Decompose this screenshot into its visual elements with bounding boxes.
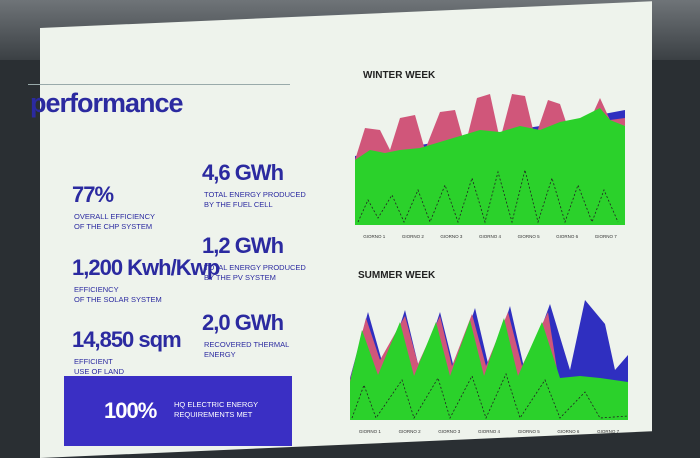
dashed-line bbox=[351, 372, 629, 420]
chart-title: SUMMER WEEK bbox=[358, 270, 436, 281]
stat-value: 2,0 GWh bbox=[202, 310, 284, 335]
label-line: BY THE FUEL CELL bbox=[204, 200, 273, 209]
label-line: TOTAL ENERGY PRODUCED bbox=[204, 263, 306, 272]
day-label: GIORNO 5 bbox=[518, 429, 541, 434]
label-line: ENERGY bbox=[204, 350, 236, 359]
label-line: EFFICIENT bbox=[74, 357, 113, 366]
day-label: GIORNO 1 bbox=[363, 234, 386, 239]
day-label: GIORNO 2 bbox=[399, 429, 422, 434]
stat-value: 1,200 Kwh/Kwp bbox=[72, 255, 220, 280]
day-label: GIORNO 3 bbox=[438, 429, 461, 434]
day-label: GIORNO 6 bbox=[556, 234, 579, 239]
day-label: GIORNO 1 bbox=[359, 429, 382, 434]
label-line: BY THE PV SYSTEM bbox=[204, 273, 276, 282]
stat-value: 1,2 GWh bbox=[202, 233, 284, 258]
label-line: RECOVERED THERMAL bbox=[204, 340, 290, 349]
day-label: GIORNO 6 bbox=[557, 429, 580, 434]
stat-value: 14,850 sqm bbox=[72, 327, 182, 352]
highlight-label: HQ ELECTRIC ENERGY REQUIREMENTS MET bbox=[174, 400, 258, 420]
label-line: OF THE SOLAR SYSTEM bbox=[74, 295, 162, 304]
stat-label: TOTAL ENERGY PRODUCED BY THE PV SYSTEM bbox=[204, 263, 306, 283]
stat-label: OVERALL EFFICIENCY OF THE CHP SYSTEM bbox=[74, 212, 155, 232]
green-area bbox=[350, 318, 628, 420]
stat-label: RECOVERED THERMAL ENERGY bbox=[204, 340, 289, 360]
stat-label: EFFICIENCY OF THE SOLAR SYSTEM bbox=[74, 285, 162, 305]
stat-label: TOTAL ENERGY PRODUCED BY THE FUEL CELL bbox=[204, 190, 306, 210]
heading: performance bbox=[30, 88, 184, 118]
winter-chart bbox=[355, 94, 625, 225]
stat-value: 77% bbox=[72, 182, 114, 207]
label-line: EFFICIENCY bbox=[74, 285, 119, 294]
highlight-box: 100% HQ ELECTRIC ENERGY REQUIREMENTS MET bbox=[64, 376, 292, 446]
day-label: GIORNO 4 bbox=[478, 429, 501, 434]
label-line: OF THE CHP SYSTEM bbox=[74, 222, 153, 231]
day-label: GIORNO 3 bbox=[440, 234, 463, 239]
day-label: GIORNO 4 bbox=[479, 234, 502, 239]
label-line: TOTAL ENERGY PRODUCED bbox=[204, 190, 306, 199]
stat-label: EFFICIENT USE OF LAND bbox=[74, 357, 124, 377]
stat-value: 4,6 GWh bbox=[202, 160, 284, 185]
highlight-value: 100% bbox=[104, 398, 157, 423]
label-line: HQ ELECTRIC ENERGY bbox=[174, 400, 259, 409]
day-label: GIORNO 7 bbox=[595, 234, 618, 239]
day-label: GIORNO 7 bbox=[597, 429, 620, 434]
dashed-line bbox=[357, 169, 619, 224]
divider bbox=[28, 84, 290, 85]
label-line: USE OF LAND bbox=[74, 367, 125, 376]
summer-chart bbox=[350, 300, 629, 420]
label-line: OVERALL EFFICIENCY bbox=[74, 212, 155, 221]
day-label: GIORNO 5 bbox=[518, 234, 541, 239]
chart-title: WINTER WEEK bbox=[363, 70, 436, 81]
day-label: GIORNO 2 bbox=[402, 234, 425, 239]
label-line: REQUIREMENTS MET bbox=[174, 410, 253, 419]
